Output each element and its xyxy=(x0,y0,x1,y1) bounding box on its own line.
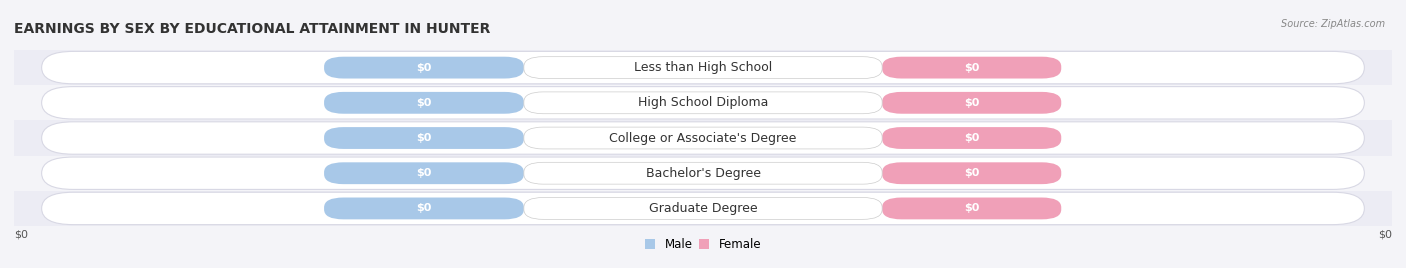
FancyBboxPatch shape xyxy=(882,198,1062,219)
FancyBboxPatch shape xyxy=(882,162,1062,184)
FancyBboxPatch shape xyxy=(524,92,882,114)
FancyBboxPatch shape xyxy=(882,57,1062,79)
FancyBboxPatch shape xyxy=(42,192,1364,225)
FancyBboxPatch shape xyxy=(524,127,882,149)
Text: $0: $0 xyxy=(965,98,980,108)
Text: High School Diploma: High School Diploma xyxy=(638,96,768,109)
Text: $0: $0 xyxy=(14,230,28,240)
Text: $0: $0 xyxy=(965,63,980,73)
Bar xyxy=(14,191,1392,226)
Bar xyxy=(14,85,1392,120)
Text: Graduate Degree: Graduate Degree xyxy=(648,202,758,215)
Text: $0: $0 xyxy=(965,203,980,213)
Text: $0: $0 xyxy=(965,168,980,178)
Legend: Male, Female: Male, Female xyxy=(641,234,765,254)
Text: Bachelor's Degree: Bachelor's Degree xyxy=(645,167,761,180)
Text: $0: $0 xyxy=(1378,230,1392,240)
Text: Source: ZipAtlas.com: Source: ZipAtlas.com xyxy=(1281,19,1385,29)
Text: College or Associate's Degree: College or Associate's Degree xyxy=(609,132,797,144)
Text: $0: $0 xyxy=(965,133,980,143)
FancyBboxPatch shape xyxy=(42,157,1364,189)
FancyBboxPatch shape xyxy=(42,122,1364,154)
FancyBboxPatch shape xyxy=(882,92,1062,114)
Text: $0: $0 xyxy=(416,168,432,178)
Bar xyxy=(14,120,1392,156)
Text: $0: $0 xyxy=(416,133,432,143)
FancyBboxPatch shape xyxy=(323,162,524,184)
FancyBboxPatch shape xyxy=(42,51,1364,84)
FancyBboxPatch shape xyxy=(323,92,524,114)
FancyBboxPatch shape xyxy=(524,57,882,79)
FancyBboxPatch shape xyxy=(42,87,1364,119)
Text: Less than High School: Less than High School xyxy=(634,61,772,74)
Bar xyxy=(14,156,1392,191)
Bar xyxy=(14,50,1392,85)
Text: $0: $0 xyxy=(416,63,432,73)
FancyBboxPatch shape xyxy=(524,198,882,219)
FancyBboxPatch shape xyxy=(323,198,524,219)
Text: EARNINGS BY SEX BY EDUCATIONAL ATTAINMENT IN HUNTER: EARNINGS BY SEX BY EDUCATIONAL ATTAINMEN… xyxy=(14,22,491,36)
FancyBboxPatch shape xyxy=(323,127,524,149)
FancyBboxPatch shape xyxy=(882,127,1062,149)
FancyBboxPatch shape xyxy=(524,162,882,184)
Text: $0: $0 xyxy=(416,98,432,108)
FancyBboxPatch shape xyxy=(323,57,524,79)
Text: $0: $0 xyxy=(416,203,432,213)
